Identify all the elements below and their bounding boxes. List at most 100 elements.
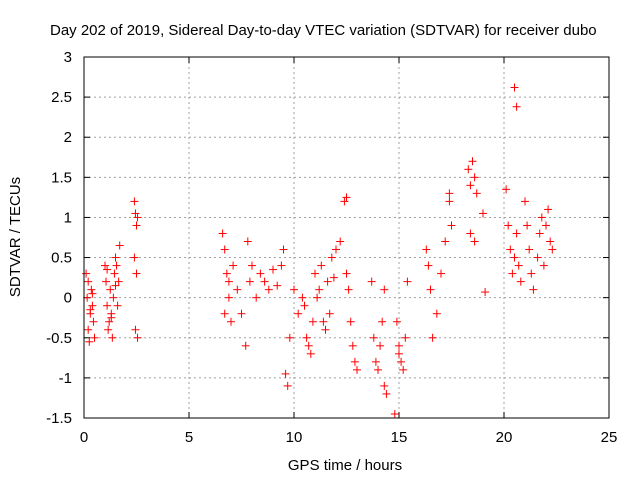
- data-point: [521, 197, 529, 206]
- data-point: [317, 261, 326, 270]
- data-point: [315, 285, 324, 294]
- data-point: [466, 229, 475, 238]
- x-tick-label: 15: [391, 429, 408, 446]
- y-tick-label: 2.5: [51, 89, 72, 106]
- data-point: [248, 261, 256, 270]
- x-axis-label: GPS time / hours: [288, 457, 402, 474]
- y-tick-label: 0.5: [51, 250, 72, 267]
- data-point: [422, 245, 431, 254]
- data-point: [133, 333, 142, 342]
- data-point: [399, 365, 408, 374]
- data-point: [542, 221, 550, 230]
- data-point: [380, 381, 389, 390]
- data-point: [374, 365, 382, 374]
- data-point: [131, 209, 140, 218]
- data-point: [441, 237, 450, 246]
- data-point: [428, 333, 437, 342]
- data-point: [390, 409, 399, 418]
- data-point: [308, 317, 317, 326]
- tick-label-layer: 0 5 10 15 20 25 -1.5 -1 -0.5 0 0.5 1 1.5 2 2.5 3: [46, 49, 617, 446]
- data-point: [395, 349, 403, 358]
- x-tick-label: 20: [496, 429, 513, 446]
- y-tick-label: -0.5: [46, 330, 72, 347]
- data-point: [472, 189, 481, 198]
- data-point: [300, 301, 309, 310]
- data-point: [369, 333, 378, 342]
- data-point: [392, 317, 401, 326]
- data-point: [327, 253, 336, 262]
- data-point: [115, 241, 124, 250]
- chart-title: Day 202 of 2019, Sidereal Day-to-day VTE…: [50, 22, 597, 39]
- data-point: [84, 277, 93, 286]
- data-point: [426, 285, 435, 294]
- data-point: [367, 277, 376, 286]
- data-point: [348, 341, 357, 350]
- data-point: [523, 221, 532, 230]
- data-point: [281, 369, 290, 378]
- data-point: [104, 325, 113, 334]
- data-point: [132, 221, 141, 230]
- data-point: [133, 213, 142, 222]
- data-point: [304, 341, 313, 350]
- data-point: [85, 337, 94, 346]
- data-point: [101, 261, 109, 270]
- data-point: [88, 301, 97, 310]
- data-point: [323, 277, 332, 286]
- y-tick-label: -1.5: [46, 410, 72, 427]
- data-point: [544, 205, 553, 214]
- data-point: [529, 285, 538, 294]
- data-point: [397, 357, 406, 366]
- data-point: [464, 165, 473, 174]
- y-tick-label: 3: [64, 49, 72, 66]
- data-point: [325, 309, 334, 318]
- data-point: [264, 285, 273, 294]
- plot-frame: [83, 56, 610, 419]
- data-point: [329, 273, 338, 282]
- data-point: [376, 341, 385, 350]
- data-point: [371, 357, 380, 366]
- data-point: [481, 288, 490, 297]
- data-point: [437, 269, 445, 278]
- grid-layer: [84, 57, 609, 418]
- data-point: [332, 245, 340, 254]
- data-point: [89, 317, 98, 326]
- data-point: [527, 269, 536, 278]
- data-point: [298, 293, 307, 302]
- data-point: [516, 277, 525, 286]
- data-point: [342, 269, 351, 278]
- data-point: [313, 293, 322, 302]
- data-point: [290, 285, 298, 294]
- data-point: [468, 157, 477, 166]
- x-tick-label: 25: [601, 429, 618, 446]
- data-point: [344, 285, 353, 294]
- y-tick-label: 0: [64, 290, 72, 307]
- x-tick-label: 0: [80, 429, 88, 446]
- data-point: [132, 269, 141, 278]
- data-point: [86, 305, 95, 314]
- data-point: [107, 313, 116, 322]
- data-point: [432, 309, 441, 318]
- data-point: [319, 317, 328, 326]
- x-tick-label: 10: [286, 429, 303, 446]
- data-point: [479, 209, 487, 218]
- data-point: [90, 333, 99, 342]
- data-point: [269, 265, 277, 274]
- y-axis-label: SDTVAR / TECUs: [7, 177, 24, 297]
- data-point: [321, 325, 330, 334]
- data-point: [470, 237, 479, 246]
- data-point: [222, 269, 231, 278]
- data-point: [510, 83, 519, 92]
- data-point: [380, 285, 389, 294]
- data-point: [350, 357, 359, 366]
- y-tick-label: -1: [59, 370, 72, 387]
- data-point: [382, 389, 391, 398]
- data-point: [252, 293, 261, 302]
- data-point: [285, 333, 294, 342]
- data-point: [229, 261, 238, 270]
- data-point: [283, 381, 292, 390]
- data-point: [103, 265, 112, 274]
- data-point: [340, 197, 349, 206]
- data-point: [424, 261, 433, 270]
- data-point: [224, 293, 233, 302]
